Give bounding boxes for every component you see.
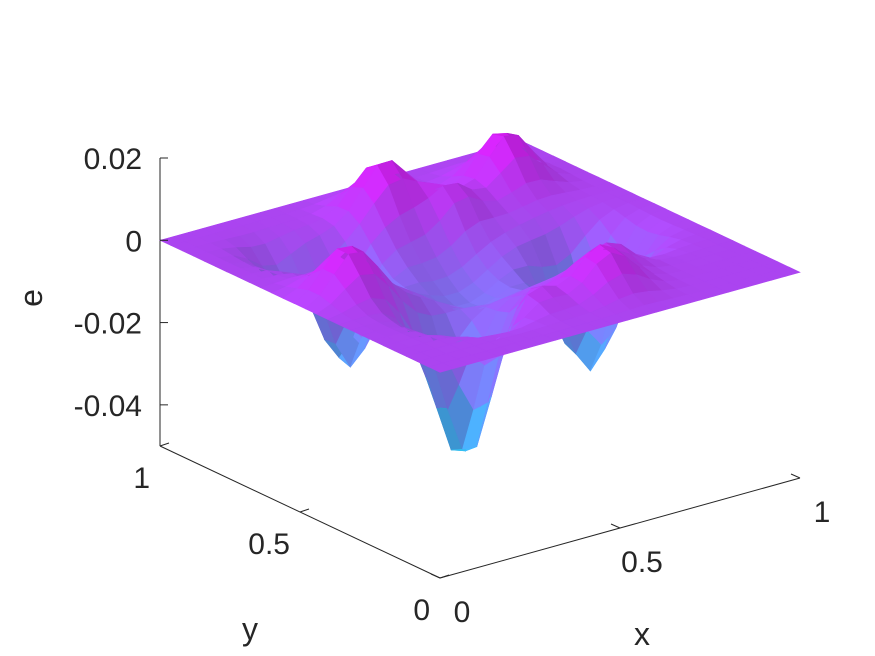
x-axis-label: x bbox=[634, 616, 650, 652]
y-tick-label: 1 bbox=[133, 462, 150, 495]
surface-mesh bbox=[159, 132, 801, 452]
y-axis-label: y bbox=[242, 611, 258, 647]
y-tick-label: 0 bbox=[413, 594, 430, 627]
z-axis-label: e bbox=[13, 289, 49, 307]
x-tick-label: 0.5 bbox=[621, 546, 663, 579]
y-tick-mark bbox=[299, 508, 310, 513]
y-tick-mark bbox=[439, 574, 450, 579]
z-tick-label: 0.02 bbox=[84, 143, 142, 176]
z-tick-label: -0.02 bbox=[74, 308, 142, 341]
z-tick-label: -0.04 bbox=[74, 390, 142, 423]
x-tick-label: 0 bbox=[454, 596, 471, 629]
y-tick-label: 0.5 bbox=[248, 528, 290, 561]
x-tick-mark bbox=[430, 573, 441, 579]
y-tick-mark bbox=[159, 442, 170, 447]
x-tick-mark bbox=[610, 523, 621, 529]
ticks: 0.02 0 -0.02 -0.04 0 0.5 1 0 0.5 1 bbox=[74, 143, 831, 629]
z-tick-label: 0 bbox=[125, 225, 142, 258]
surface-patch bbox=[773, 266, 801, 277]
x-tick-label: 1 bbox=[814, 496, 831, 529]
x-tick-mark bbox=[790, 473, 801, 479]
